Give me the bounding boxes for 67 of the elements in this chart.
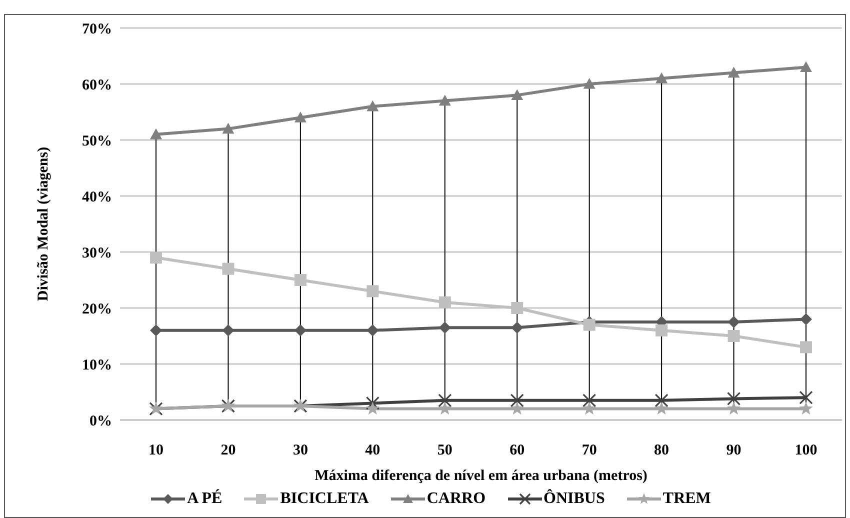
legend-label: BICICLETA (279, 490, 369, 508)
x-tick-label: 60 (510, 442, 525, 459)
legend-label: ÔNIBUS (542, 490, 605, 508)
y-tick-label: 50% (82, 133, 112, 150)
y-tick-label: 20% (82, 301, 112, 318)
x-tick-label: 90 (726, 442, 742, 459)
point (799, 402, 813, 415)
point (511, 322, 524, 334)
legend-label: TREM (662, 490, 711, 508)
y-tick-label: 40% (82, 189, 112, 206)
y-tick-label: 30% (82, 245, 112, 262)
point (366, 100, 379, 112)
point (222, 122, 234, 134)
point (366, 324, 379, 336)
point (294, 274, 306, 286)
x-tick-label: 70 (582, 442, 597, 459)
point (728, 330, 740, 342)
y-tick-label: 60% (82, 77, 112, 94)
point (654, 394, 668, 408)
point (510, 402, 524, 415)
x-tick-label: 40 (365, 442, 380, 459)
point (726, 402, 741, 415)
point (150, 252, 162, 264)
point (654, 402, 668, 415)
point (582, 402, 596, 415)
x-tick-label: 30 (292, 442, 308, 459)
point (366, 285, 379, 298)
y-tick-label: 0% (90, 413, 112, 430)
point (438, 394, 452, 408)
point (656, 72, 668, 84)
point (583, 78, 596, 89)
point (511, 89, 524, 100)
x-axis-title: Máxima diferença de nível em área urbana (metros) (314, 468, 648, 484)
x-tick-label: 20 (220, 442, 236, 459)
point (438, 94, 451, 106)
legend-label: A PÉ (186, 490, 222, 508)
point (582, 394, 596, 408)
x-tick-label: 50 (437, 442, 452, 459)
point (150, 128, 162, 140)
point (728, 66, 740, 78)
legend-label: CARRO (426, 490, 486, 508)
point (294, 324, 306, 336)
y-tick-label: 70% (82, 21, 112, 38)
point (656, 324, 668, 336)
point (800, 341, 812, 354)
point (438, 402, 452, 415)
x-tick-label: 100 (794, 442, 818, 459)
point (222, 324, 234, 336)
point (728, 316, 740, 328)
point (799, 390, 813, 404)
point (726, 392, 741, 406)
point (800, 61, 812, 72)
point (366, 402, 380, 415)
point (366, 396, 380, 410)
point (511, 302, 524, 314)
point (222, 262, 234, 275)
point (800, 313, 812, 326)
x-tick-label: 10 (148, 442, 164, 459)
point (438, 322, 451, 334)
point (510, 394, 524, 408)
y-axis-title: Divisão Modal (viagens) (35, 146, 52, 302)
point (294, 112, 306, 122)
point (438, 296, 451, 308)
point (583, 318, 596, 331)
x-tick-label: 80 (654, 442, 670, 459)
point (150, 324, 162, 336)
y-tick-label: 10% (82, 357, 112, 374)
